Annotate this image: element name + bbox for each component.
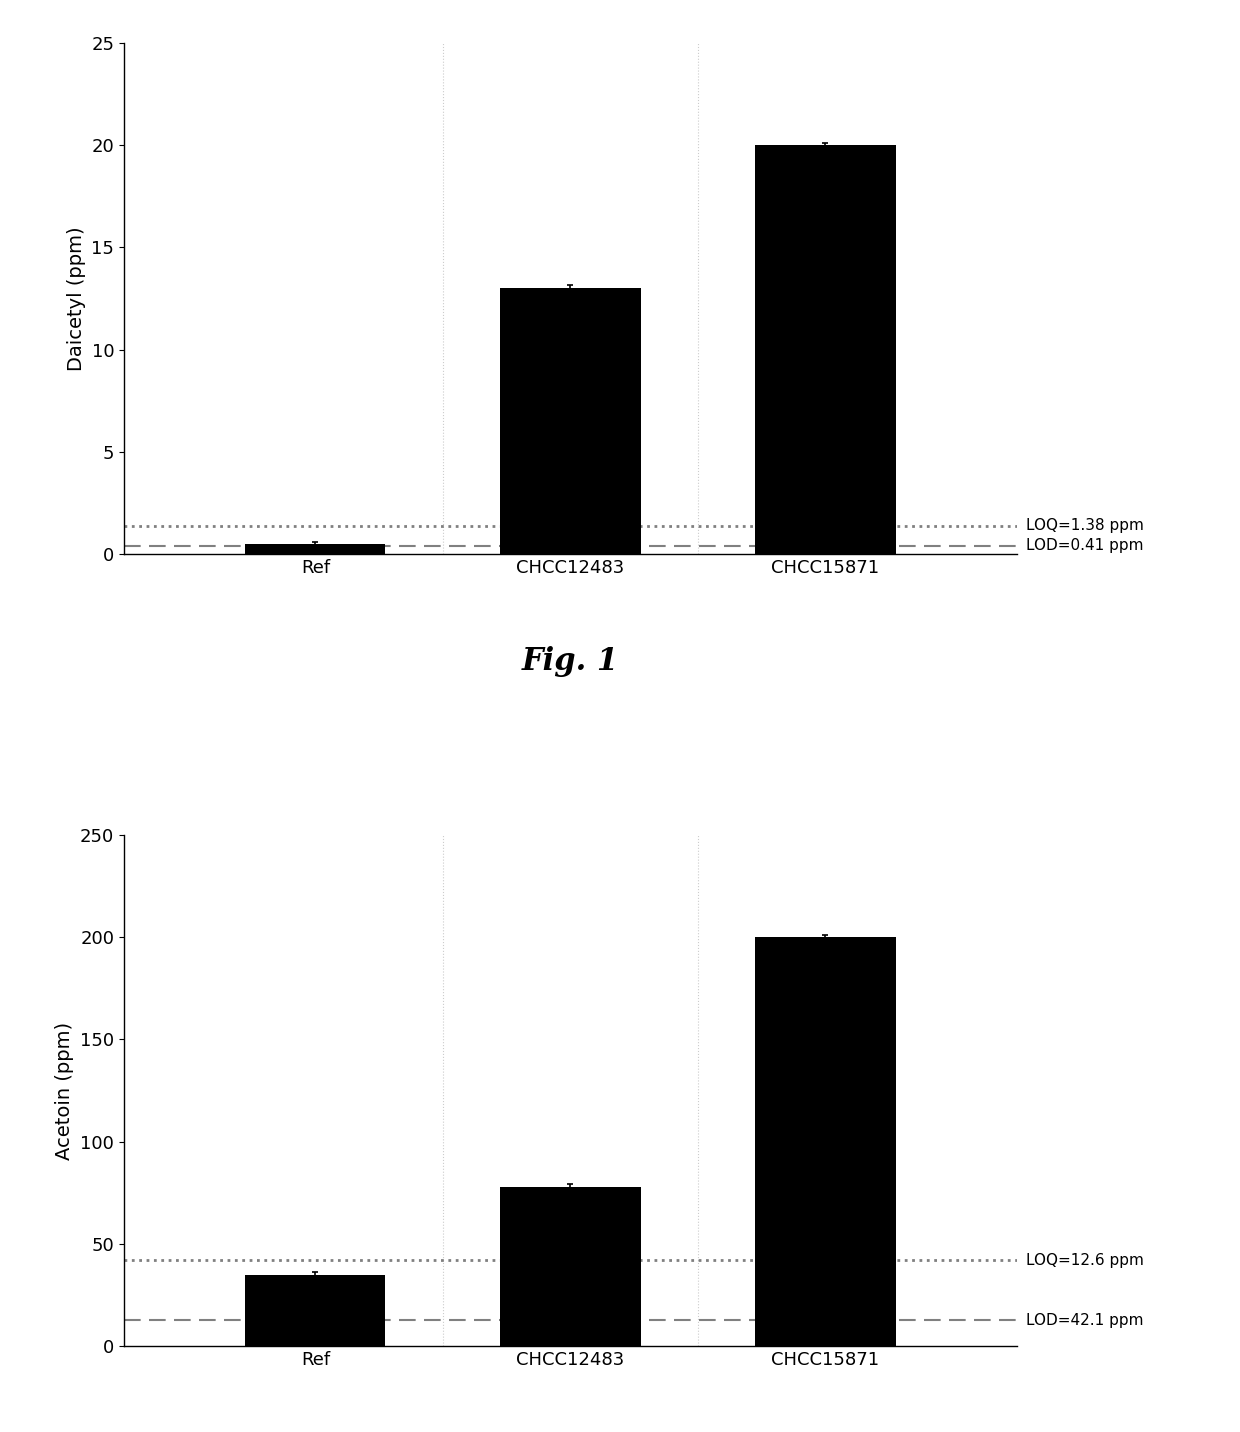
Bar bbox=[500, 288, 641, 554]
Text: LOQ=1.38 ppm: LOQ=1.38 ppm bbox=[1025, 518, 1143, 533]
Text: Fig. 1: Fig. 1 bbox=[522, 646, 619, 677]
Text: LOD=42.1 ppm: LOD=42.1 ppm bbox=[1025, 1313, 1143, 1327]
Y-axis label: Daicetyl (ppm): Daicetyl (ppm) bbox=[67, 226, 86, 371]
Text: LOD=0.41 ppm: LOD=0.41 ppm bbox=[1025, 538, 1143, 553]
Bar bbox=[755, 938, 895, 1346]
Bar bbox=[500, 1187, 641, 1346]
Bar bbox=[246, 1274, 386, 1346]
Text: LOQ=12.6 ppm: LOQ=12.6 ppm bbox=[1025, 1253, 1143, 1267]
Bar bbox=[246, 544, 386, 554]
Bar bbox=[755, 145, 895, 554]
Y-axis label: Acetoin (ppm): Acetoin (ppm) bbox=[56, 1021, 74, 1160]
